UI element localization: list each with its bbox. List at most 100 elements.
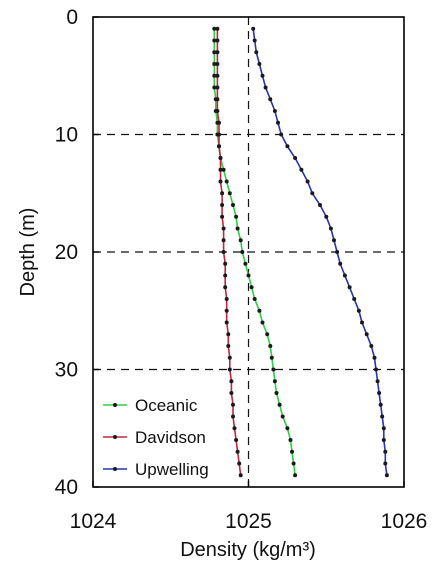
data-point xyxy=(290,449,294,454)
y-axis-label: Depth (m) xyxy=(17,208,39,297)
data-point xyxy=(274,391,279,395)
legend-marker xyxy=(113,435,117,439)
data-point xyxy=(235,449,240,454)
data-point xyxy=(227,367,232,372)
data-point xyxy=(215,62,220,66)
data-point xyxy=(227,191,232,196)
grid-lines xyxy=(93,17,404,487)
data-point xyxy=(260,73,265,78)
x-tick-label: 1026 xyxy=(381,510,428,533)
data-point xyxy=(335,250,340,254)
data-point xyxy=(347,285,352,290)
data-point xyxy=(251,26,256,31)
legend-item-davidson: Davidson xyxy=(103,428,206,447)
data-point xyxy=(217,144,221,149)
data-point xyxy=(272,109,277,113)
data-point xyxy=(215,73,220,78)
legend-item-oceanic: Oceanic xyxy=(103,396,198,415)
data-point xyxy=(231,402,235,407)
data-point xyxy=(246,273,251,278)
data-point xyxy=(299,167,304,172)
data-point xyxy=(212,38,217,43)
data-point xyxy=(212,73,217,78)
data-point xyxy=(215,109,220,113)
data-point xyxy=(285,144,290,149)
series-upwelling xyxy=(251,26,389,478)
data-point xyxy=(231,203,235,207)
data-point xyxy=(268,97,273,102)
y-tick-label: 0 xyxy=(66,6,78,29)
data-point xyxy=(212,85,217,90)
data-point xyxy=(226,332,231,337)
data-point xyxy=(293,473,298,478)
data-point xyxy=(338,261,343,266)
legend-item-upwelling: Upwelling xyxy=(103,460,209,479)
data-point xyxy=(383,449,388,454)
data-point xyxy=(381,438,386,442)
data-point xyxy=(215,50,220,55)
data-point xyxy=(221,238,226,243)
y-tick-label: 40 xyxy=(55,476,78,499)
data-point xyxy=(369,344,374,348)
data-point xyxy=(229,379,234,384)
data-point xyxy=(224,320,229,325)
data-point xyxy=(224,179,229,184)
y-tick-label: 20 xyxy=(55,241,78,264)
data-point xyxy=(217,120,221,125)
data-point xyxy=(218,156,223,160)
data-point xyxy=(291,461,296,466)
data-point xyxy=(257,62,262,66)
data-point xyxy=(263,85,268,90)
data-point xyxy=(254,50,259,55)
data-point xyxy=(231,414,235,419)
data-point xyxy=(240,250,245,254)
data-point xyxy=(229,391,234,395)
y-tick-label: 10 xyxy=(55,124,78,147)
series-davidson xyxy=(215,26,243,478)
data-point xyxy=(212,50,217,55)
data-point xyxy=(220,214,225,219)
data-point xyxy=(221,167,226,172)
data-point xyxy=(212,26,217,31)
data-point xyxy=(356,308,361,313)
data-point xyxy=(223,261,228,266)
data-point xyxy=(384,473,389,478)
data-point xyxy=(227,355,232,360)
data-point xyxy=(218,179,223,184)
y-tick-label: 30 xyxy=(55,359,78,382)
data-point xyxy=(234,214,239,219)
data-point xyxy=(381,426,386,431)
data-point xyxy=(243,261,248,266)
legend-label: Oceanic xyxy=(135,396,198,415)
data-point xyxy=(272,379,277,384)
data-point xyxy=(271,367,276,372)
data-point xyxy=(364,332,369,337)
data-point xyxy=(249,285,254,290)
data-point xyxy=(212,62,217,66)
data-point xyxy=(215,26,220,31)
data-point xyxy=(220,191,225,196)
data-point xyxy=(226,344,231,348)
legend-label: Upwelling xyxy=(135,460,209,479)
data-point xyxy=(269,355,274,360)
data-point xyxy=(268,344,273,348)
data-point xyxy=(224,297,229,301)
data-point xyxy=(252,38,257,43)
data-point xyxy=(238,238,243,243)
data-point xyxy=(328,226,333,231)
data-point xyxy=(332,238,336,243)
data-point xyxy=(342,273,347,278)
data-point xyxy=(224,308,229,313)
data-point xyxy=(288,438,293,442)
series-layer xyxy=(212,26,389,478)
data-point xyxy=(215,85,220,90)
data-point xyxy=(221,226,226,231)
data-point xyxy=(280,414,285,419)
data-point xyxy=(372,355,377,360)
data-point xyxy=(285,426,290,431)
data-point xyxy=(221,250,226,254)
data-point xyxy=(360,320,364,325)
data-point xyxy=(324,214,329,219)
